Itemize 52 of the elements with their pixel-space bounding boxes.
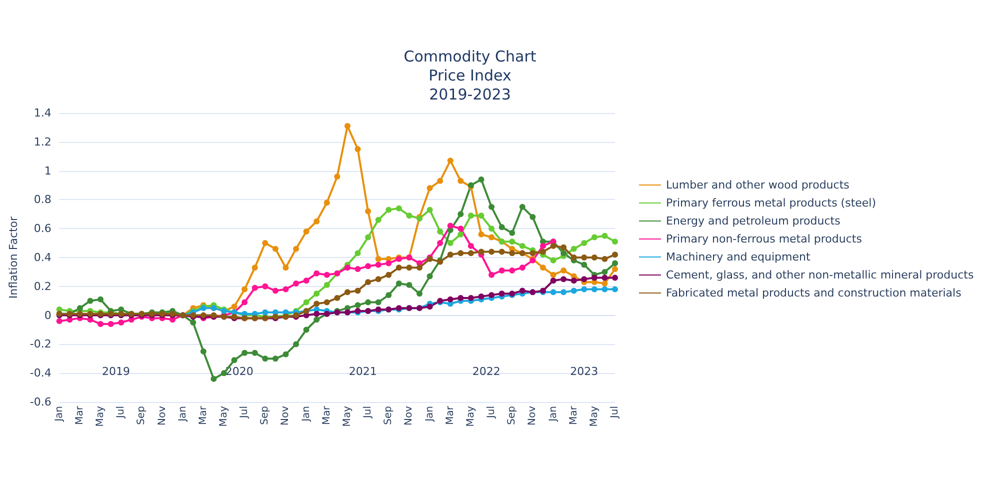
x-tick-label: May <box>465 406 476 427</box>
annotation: 2022 <box>472 364 500 378</box>
y-tick-label: -0.6 <box>30 396 52 408</box>
x-tick-label: May <box>218 406 230 427</box>
x-tick-label: Jan <box>424 406 436 422</box>
x-tick-label: Mar <box>198 405 209 425</box>
x-tick-label: Jul <box>239 406 250 420</box>
y-tick-label: 0.8 <box>34 193 52 206</box>
x-tick-label: Jul <box>116 406 127 420</box>
x-tick-label: Jul <box>610 406 620 420</box>
x-tick-label: Sep <box>506 406 518 425</box>
x-tick-label: May <box>588 406 600 427</box>
legend-label: Lumber and other wood products <box>666 178 850 192</box>
y-tick-label: -0.2 <box>30 338 52 351</box>
x-tick-label: Sep <box>136 406 148 425</box>
chart-title: Commodity Chart Price Index 2019-2023 <box>404 48 536 104</box>
y-tick-label: 0.2 <box>34 280 52 293</box>
x-tick-label: Nov <box>527 406 538 426</box>
x-tick-label: Mar <box>444 405 456 425</box>
x-tick-label: Nov <box>156 406 168 426</box>
y-tick-label: 0.4 <box>34 251 52 264</box>
annotation: 2019 <box>102 364 130 378</box>
x-tick-label: Mar <box>568 405 580 425</box>
x-tick-label: May <box>342 406 353 427</box>
x-tick-label: Sep <box>260 406 271 425</box>
y-tick-label: -0.4 <box>30 366 52 380</box>
x-tick-label: Jan <box>54 406 65 422</box>
x-tick-label: Mar <box>321 405 332 425</box>
legend-label: Energy and petroleum products <box>666 214 841 228</box>
annotation: 2021 <box>348 364 377 378</box>
x-tick-label: May <box>95 406 106 427</box>
x-tick-label: Jan <box>548 406 559 422</box>
legend-label: Cement, glass, and other non-metallic mineral products <box>666 268 974 282</box>
y-tick-label: 1 <box>44 164 52 178</box>
y-tick-label: 0 <box>44 308 52 322</box>
legend-label: Fabricated metal products and construction materials <box>666 286 962 300</box>
x-tick-label: Nov <box>404 406 415 426</box>
x-tick-label: Mar <box>74 405 86 425</box>
y-tick-label: 1.4 <box>34 106 52 120</box>
legend-label: Primary ferrous metal products (steel) <box>666 196 876 210</box>
annotation: 2023 <box>570 364 598 378</box>
x-tick-label: Jan <box>300 406 312 422</box>
x-tick-label: Jul <box>486 406 498 420</box>
x-tick-label: Nov <box>280 406 292 426</box>
legend-label: Primary non-ferrous metal products <box>666 232 862 246</box>
x-tick-label: Jan <box>177 406 188 422</box>
x-tick-label: Sep <box>383 406 394 425</box>
y-tick-label: 1.2 <box>34 135 52 148</box>
x-tick-label: Jul <box>362 406 374 420</box>
y-axis-title: Inflation Factor <box>7 216 20 299</box>
legend-label: Machinery and equipment <box>666 250 811 264</box>
y-tick-label: 0.6 <box>34 222 52 236</box>
